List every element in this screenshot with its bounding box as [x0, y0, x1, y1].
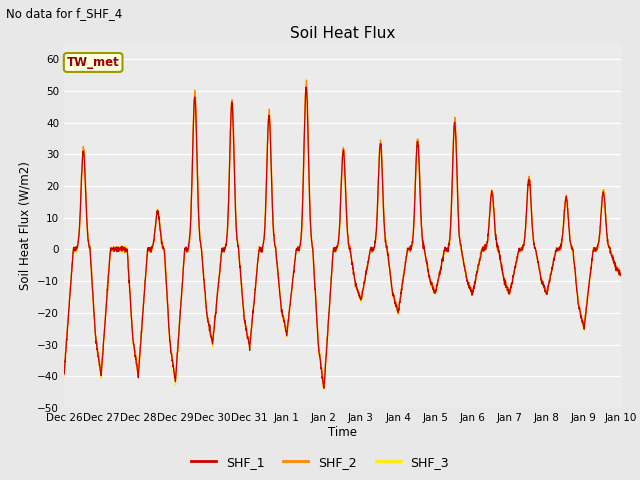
Text: TW_met: TW_met [67, 56, 120, 69]
Title: Soil Heat Flux: Soil Heat Flux [290, 25, 395, 41]
X-axis label: Time: Time [328, 426, 357, 439]
Y-axis label: Soil Heat Flux (W/m2): Soil Heat Flux (W/m2) [19, 161, 32, 290]
Legend: SHF_1, SHF_2, SHF_3: SHF_1, SHF_2, SHF_3 [186, 451, 454, 474]
Text: No data for f_SHF_4: No data for f_SHF_4 [6, 7, 123, 20]
